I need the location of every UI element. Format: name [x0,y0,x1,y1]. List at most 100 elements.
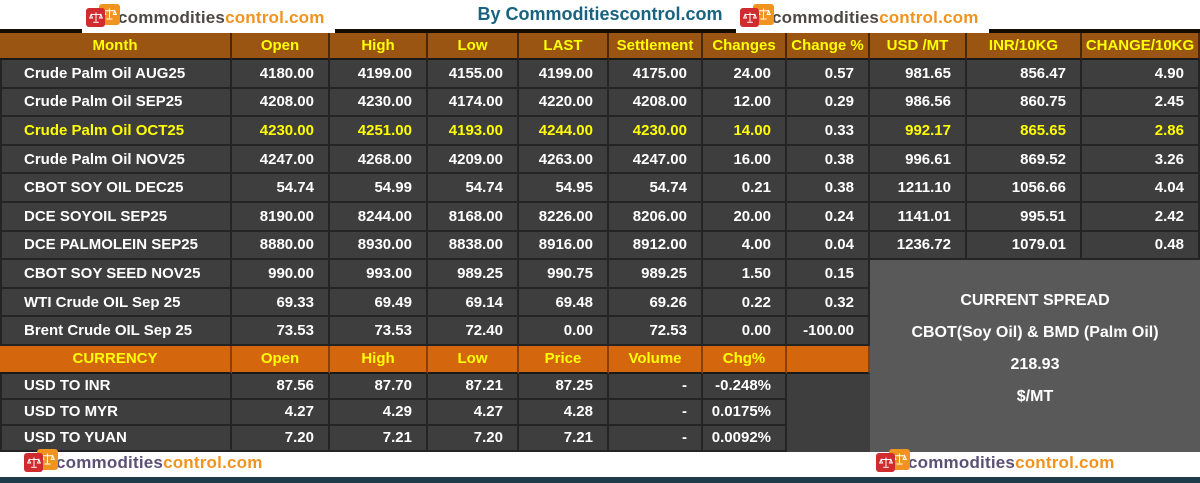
cell-change-10kg: 0.48 [1082,231,1200,261]
cell-month: Crude Palm Oil OCT25 [0,117,232,146]
cell-settlement: 4208.00 [609,88,703,118]
col-header-month: Month [0,33,232,60]
commodity-row: CBOT SOY OIL DEC25 54.74 54.99 54.74 54.… [0,174,1200,203]
cell-low: 69.14 [428,288,519,318]
spread-value: 218.93 [1010,356,1060,373]
logo: commoditiescontrol.com [24,449,263,476]
cell-month: Crude Palm Oil NOV25 [0,145,232,175]
logo-text-commodities: commodities [908,452,1016,472]
commodity-row: Brent Crude OIL Sep 25 73.53 73.53 72.40… [0,317,1200,346]
cell-chg-pct: 0.0092% [703,425,787,452]
col-header-low: Low [428,33,519,60]
spread-description: CBOT(Soy Oil) & BMD (Palm Oil) [911,324,1159,341]
col-header-open: Open [232,33,330,60]
currency-table: CURRENCY Open High Low Price Volume Chg%… [0,345,1200,452]
cell-high: 4199.00 [330,60,428,89]
cell-change-10kg: 3.26 [1082,145,1200,175]
cell-open: 69.33 [232,288,330,318]
cell-last: 0.00 [519,317,609,346]
currency-header-row: CURRENCY Open High Low Price Volume Chg% [0,345,1200,374]
cell-usd-mt: 1211.10 [870,174,967,203]
cell-currency-name: USD TO YUAN [0,425,232,452]
col-header-inr-10kg: INR/10KG [967,33,1082,60]
cell-inr-10kg: 995.51 [967,202,1082,232]
scales-icon [740,4,776,31]
cell-month: DCE SOYOIL SEP25 [0,202,232,232]
commoditiescontrol-logo-bottom-right[interactable]: commoditiescontrol.com [876,449,1115,476]
currency-header-spacer [787,345,870,374]
cell-inr-10kg: 1056.66 [967,174,1082,203]
cell-changes: 1.50 [703,260,787,289]
cell-volume: - [609,373,703,400]
cell-low: 8168.00 [428,202,519,232]
current-spread-box: CURRENT SPREAD CBOT(Soy Oil) & BMD (Palm… [870,260,1200,452]
cell-last: 4263.00 [519,145,609,175]
commodity-row: Crude Palm Oil NOV25 4247.00 4268.00 420… [0,145,1200,175]
cell-low: 4155.00 [428,60,519,89]
cell-high: 69.49 [330,288,428,318]
cell-low: 54.74 [428,174,519,203]
cell-low: 4174.00 [428,88,519,118]
cell-volume: - [609,399,703,426]
cell-high: 54.99 [330,174,428,203]
cell-last: 4199.00 [519,60,609,89]
cell-high: 87.70 [330,373,428,400]
cell-change-10kg: 2.45 [1082,88,1200,118]
logo-text: commoditiescontrol.com [772,8,979,28]
commodity-row: DCE SOYOIL SEP25 8190.00 8244.00 8168.00… [0,202,1200,232]
logo-text-control: control.com [1015,452,1115,472]
cell-low: 989.25 [428,260,519,289]
logo-text-commodities: commodities [118,7,226,27]
cell-open: 4230.00 [232,117,330,146]
cell-price: 87.25 [519,373,609,400]
cell-change-pct: 0.38 [787,145,870,175]
cell-settlement: 8912.00 [609,231,703,261]
cell-price: 4.28 [519,399,609,426]
scales-icon-red-square [86,8,105,27]
col-header-changes: Changes [703,33,787,60]
cell-low: 8838.00 [428,231,519,261]
logo: commoditiescontrol.com [86,4,325,31]
cell-open: 4247.00 [232,145,330,175]
cell-open: 73.53 [232,317,330,346]
cell-high: 8244.00 [330,202,428,232]
cell-open: 4208.00 [232,88,330,118]
cell-open: 8190.00 [232,202,330,232]
commoditiescontrol-logo-bottom-left[interactable]: commoditiescontrol.com [24,449,263,476]
cell-usd-mt: 996.61 [870,145,967,175]
commoditiescontrol-logo-top-right[interactable]: commoditiescontrol.com [736,2,989,33]
currency-row: USD TO MYR 4.27 4.29 4.27 4.28 - 0.0175% [0,399,1200,426]
cell-change-pct: 0.29 [787,88,870,118]
cell-high: 8930.00 [330,231,428,261]
cell-change-10kg: 4.04 [1082,174,1200,203]
logo-text-control: control.com [163,452,263,472]
cell-low: 87.21 [428,373,519,400]
cell-low: 72.40 [428,317,519,346]
cell-usd-mt: 986.56 [870,88,967,118]
cell-change-pct: -100.00 [787,317,870,346]
cell-chg-pct: -0.248% [703,373,787,400]
scales-icon-red-square [876,453,895,472]
commoditiescontrol-logo-top-left[interactable]: commoditiescontrol.com [82,2,335,33]
cell-changes: 0.22 [703,288,787,318]
cell-last: 990.75 [519,260,609,289]
cell-change-10kg: 4.90 [1082,60,1200,89]
spread-unit: $/MT [1016,388,1054,405]
cell-high: 4230.00 [330,88,428,118]
cell-settlement: 4230.00 [609,117,703,146]
cell-high: 993.00 [330,260,428,289]
cell-month: Brent Crude OIL Sep 25 [0,317,232,346]
cell-high: 4.29 [330,399,428,426]
col-header-usd-mt: USD /MT [870,33,967,60]
col-header-settlement: Settlement [609,33,703,60]
scales-icon-red-square [740,8,759,27]
col-header-open: Open [232,345,330,374]
col-header-low: Low [428,345,519,374]
cell-changes: 24.00 [703,60,787,89]
tables-area: Month Open High Low LAST Settlement Chan… [0,29,1200,452]
logo-text: commoditiescontrol.com [908,453,1115,473]
cell-usd-mt: 992.17 [870,117,967,146]
col-header-high: High [330,345,428,374]
cell-last: 8916.00 [519,231,609,261]
scales-icon [24,449,60,476]
